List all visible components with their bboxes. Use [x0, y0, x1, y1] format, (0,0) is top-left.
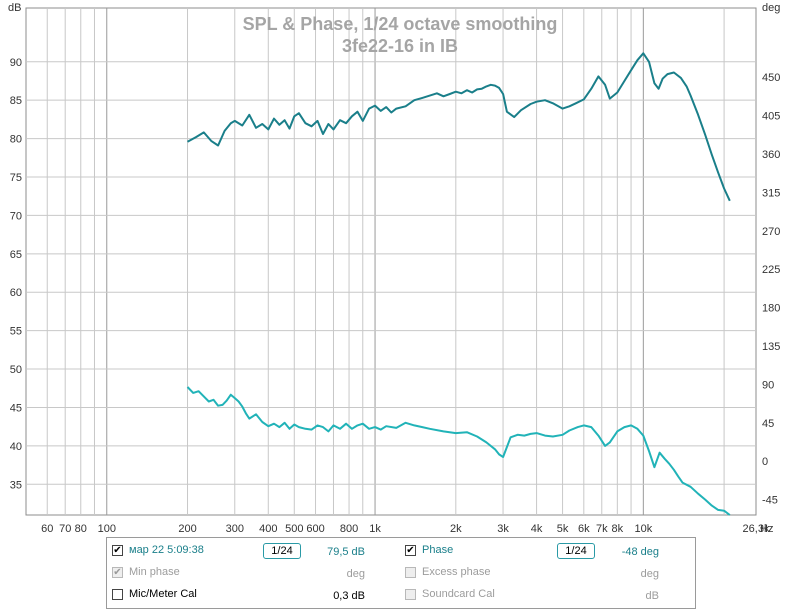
- y-left-tick-label: 40: [10, 441, 22, 453]
- chart-title: SPL & Phase, 1/24 octave smoothing: [243, 14, 558, 34]
- y-right-tick-label: 315: [762, 187, 780, 199]
- series-layer: [186, 52, 731, 516]
- x-tick-label: 300: [226, 523, 244, 535]
- min-phase-name: Min phase: [129, 566, 180, 578]
- y-left-tick-label: 35: [10, 479, 22, 491]
- phase-series-line: [186, 386, 731, 516]
- x-tick-label: 6k: [578, 523, 590, 535]
- soundcard-cal-name: Soundcard Cal: [422, 588, 495, 600]
- min-phase-unit: deg: [346, 568, 365, 580]
- chart-subtitle: 3fe22-16 in IB: [342, 36, 458, 56]
- spl-series-line: [187, 52, 731, 202]
- phase-smoothing-button[interactable]: 1/24: [557, 543, 595, 559]
- x-tick-label: 800: [340, 523, 358, 535]
- y-right-axis-label: deg: [762, 2, 780, 14]
- plot-frame: [25, 7, 757, 516]
- y-left-tick-label: 90: [10, 57, 22, 69]
- soundcard-cal-unit: dB: [645, 590, 659, 602]
- spl-smoothing-button[interactable]: 1/24: [263, 543, 301, 559]
- y-left-tick-label: 50: [10, 364, 22, 376]
- mic-cal-value: 0,3 dB: [333, 590, 365, 602]
- spl-value: 79,5 dB: [327, 546, 365, 558]
- y-left-tick-label: 60: [10, 287, 22, 299]
- excess-phase-unit: deg: [640, 568, 659, 580]
- y-left-tick-label: 80: [10, 134, 22, 146]
- legend-row-spl: ✔ мар 22 5:09:38 1/24 79,5 dB ✔ Phase 1/…: [107, 540, 695, 562]
- y-right-tick-label: 135: [762, 341, 780, 353]
- x-tick-label: 80: [75, 523, 87, 535]
- spl-trace-toggle[interactable]: ✔ мар 22 5:09:38: [112, 544, 204, 556]
- legend-panel: ✔ мар 22 5:09:38 1/24 79,5 dB ✔ Phase 1/…: [106, 537, 696, 609]
- x-tick-label: 1k: [369, 523, 381, 535]
- x-tick-label: 5k: [557, 523, 569, 535]
- y-right-tick-label: 90: [762, 379, 774, 391]
- y-right-tick-label: 180: [762, 303, 780, 315]
- y-left-tick-label: 70: [10, 210, 22, 222]
- y-left-tick-label: 65: [10, 249, 22, 261]
- mic-cal-checkbox[interactable]: [112, 588, 123, 600]
- soundcard-cal-toggle[interactable]: Soundcard Cal: [405, 588, 495, 600]
- x-tick-label: 10k: [634, 523, 652, 535]
- phase-value: -48 deg: [621, 546, 659, 558]
- spl-trace-name: мар 22 5:09:38: [129, 544, 204, 556]
- y-right-tick-labels: -45 0 45 90 135 180 225 270 315 360 405 450: [762, 72, 780, 507]
- y-right-tick-label: 225: [762, 264, 780, 276]
- legend-row-cal: Mic/Meter Cal 0,3 dB Soundcard Cal dB: [107, 584, 695, 606]
- phase-checkbox[interactable]: ✔: [405, 544, 416, 556]
- x-tick-label: 500: [285, 523, 303, 535]
- y-left-tick-label: 85: [10, 95, 22, 107]
- x-tick-labels: 60 70 80 100 200 300 400 500 600 800 1k 2k 3k 4k 5k 6k 7…: [41, 523, 770, 535]
- x-tick-label: 70: [59, 523, 71, 535]
- x-tick-label: 3k: [497, 523, 509, 535]
- phase-trace-name: Phase: [422, 544, 454, 556]
- y-left-tick-label: 75: [10, 172, 22, 184]
- x-tick-label: 26,3k: [743, 523, 770, 535]
- mic-cal-name: Mic/Meter Cal: [129, 588, 197, 600]
- horizontal-gridlines: [26, 61, 756, 485]
- y-left-tick-label: 45: [10, 402, 22, 414]
- x-tick-label: 200: [178, 523, 196, 535]
- vertical-gridlines: [46, 8, 725, 515]
- excess-phase-checkbox[interactable]: [405, 566, 416, 578]
- x-tick-label: 100: [98, 523, 116, 535]
- x-tick-label: 400: [259, 523, 277, 535]
- y-right-tick-label: 0: [762, 456, 768, 468]
- y-left-tick-label: 55: [10, 326, 22, 338]
- y-right-tick-label: 270: [762, 226, 780, 238]
- x-tick-label: 7k: [596, 523, 608, 535]
- x-tick-label: 60: [41, 523, 53, 535]
- x-tick-label: 600: [306, 523, 324, 535]
- x-tick-label: 4k: [531, 523, 543, 535]
- y-left-tick-labels: 35 40 45 50 55 60 65 70 75 80 85 90: [10, 57, 22, 492]
- soundcard-cal-checkbox[interactable]: [405, 588, 416, 600]
- mic-cal-toggle[interactable]: Mic/Meter Cal: [112, 588, 197, 600]
- y-right-tick-label: 45: [762, 418, 774, 430]
- excess-phase-toggle[interactable]: Excess phase: [405, 566, 490, 578]
- legend-row-minphase: ✔ Min phase deg Excess phase deg: [107, 562, 695, 584]
- y-right-tick-label: 405: [762, 111, 780, 123]
- min-phase-toggle[interactable]: ✔ Min phase: [112, 566, 180, 578]
- excess-phase-name: Excess phase: [422, 566, 491, 578]
- spl-phase-chart: 60 70 80 100 200 300 400 500 600 800 1k 2k 3k 4k 5k 6k 7…: [8, 2, 780, 535]
- x-tick-label: 8k: [612, 523, 624, 535]
- y-right-tick-label: 360: [762, 149, 780, 161]
- y-right-tick-label: 450: [762, 72, 780, 84]
- phase-trace-toggle[interactable]: ✔ Phase: [405, 544, 453, 556]
- y-right-tick-label: -45: [762, 495, 778, 507]
- y-left-axis-label: dB: [8, 2, 21, 14]
- min-phase-checkbox[interactable]: ✔: [112, 566, 123, 578]
- x-axis-label: Hz: [760, 523, 773, 535]
- spl-checkbox[interactable]: ✔: [112, 544, 123, 556]
- x-tick-label: 2k: [450, 523, 462, 535]
